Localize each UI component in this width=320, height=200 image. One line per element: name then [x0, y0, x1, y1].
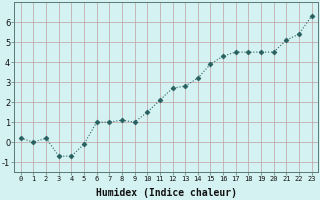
- X-axis label: Humidex (Indice chaleur): Humidex (Indice chaleur): [96, 188, 237, 198]
